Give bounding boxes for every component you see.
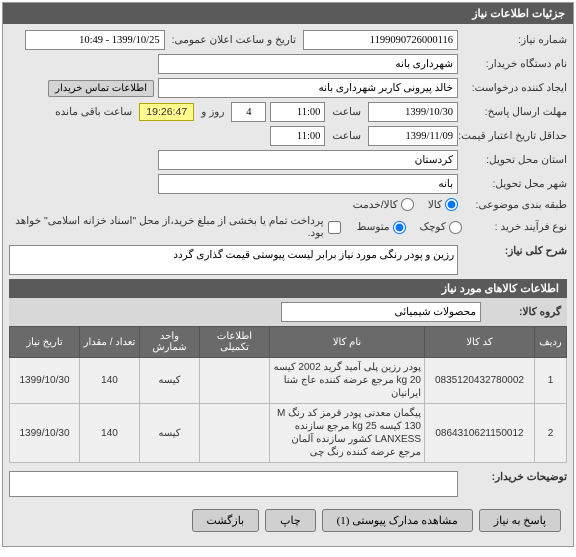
- budget-radio-group: کالا کالا/خدمت: [353, 198, 458, 211]
- saat-label-2: ساعت: [329, 130, 364, 142]
- desc-textarea[interactable]: [9, 245, 458, 275]
- group-label: گروه کالا:: [481, 306, 561, 318]
- cell-idx: 2: [535, 404, 567, 463]
- col-row: ردیف: [535, 327, 567, 358]
- creator-label: ایجاد کننده درخواست:: [462, 82, 567, 94]
- process-radio-group: کوچک متوسط: [357, 221, 462, 234]
- time-remaining: 19:26:47: [139, 103, 194, 121]
- cell-date: 1399/10/30: [10, 404, 80, 463]
- buyer-label: نام دستگاه خریدار:: [462, 58, 567, 70]
- buyer-field: [158, 54, 458, 74]
- footer-buttons: پاسخ به نیاز مشاهده مدارک پیوستی (1) چاپ…: [9, 501, 567, 540]
- cell-unit: کیسه: [140, 404, 200, 463]
- cell-qty: 140: [80, 404, 140, 463]
- budget-service-radio[interactable]: [401, 198, 414, 211]
- print-button[interactable]: چاپ: [265, 509, 316, 532]
- budget-label: طبقه بندی موضوعی:: [462, 199, 567, 211]
- announce-label: تاریخ و ساعت اعلان عمومی:: [169, 34, 299, 46]
- reply-deadline-label: مهلت ارسال پاسخ:: [462, 106, 567, 118]
- province-field: [158, 150, 458, 170]
- treasury-checkbox[interactable]: [328, 221, 341, 234]
- announce-field: [25, 30, 165, 50]
- roz-label: روز و: [198, 106, 227, 118]
- items-section-title: اطلاعات کالاهای مورد نیاز: [9, 279, 567, 298]
- cell-tech: [200, 404, 270, 463]
- col-tech: اطلاعات تکمیلی: [200, 327, 270, 358]
- col-date: تاریخ نیاز: [10, 327, 80, 358]
- process-small-label: کوچک: [420, 221, 446, 233]
- reply-date-field[interactable]: [368, 102, 458, 122]
- saat-baghi-label: ساعت باقی مانده: [52, 106, 135, 118]
- process-medium-radio[interactable]: [393, 221, 406, 234]
- need-no-label: شماره نیاز:: [462, 34, 567, 46]
- table-row: 1 0835120432780002 پودر رزین پلی آمید گر…: [10, 358, 567, 404]
- cell-date: 1399/10/30: [10, 358, 80, 404]
- province-label: استان محل تحویل:: [462, 154, 567, 166]
- cell-name: پیگمان معدنی پودر قرمز کد رنگ M 130 کیسه…: [270, 404, 425, 463]
- attachments-button[interactable]: مشاهده مدارک پیوستی (1): [322, 509, 473, 532]
- process-small-radio[interactable]: [449, 221, 462, 234]
- col-qty: تعداد / مقدار: [80, 327, 140, 358]
- cell-unit: کیسه: [140, 358, 200, 404]
- col-code: کد کالا: [425, 327, 535, 358]
- buyer-notes-textarea[interactable]: [9, 471, 458, 497]
- process-note: پرداخت تمام یا بخشی از مبلغ خرید،از محل …: [9, 215, 324, 239]
- cell-code: 0835120432780002: [425, 358, 535, 404]
- col-name: نام کالا: [270, 327, 425, 358]
- budget-service-label: کالا/خدمت: [353, 199, 398, 211]
- validity-time-field[interactable]: [270, 126, 325, 146]
- need-no-field: [303, 30, 458, 50]
- city-field: [158, 174, 458, 194]
- main-panel: جزئیات اطلاعات نیاز شماره نیاز: تاریخ و …: [2, 2, 574, 547]
- saat-label-1: ساعت: [329, 106, 364, 118]
- contact-button[interactable]: اطلاعات تماس خریدار: [48, 80, 154, 97]
- col-unit: واحد شمارش: [140, 327, 200, 358]
- process-medium-label: متوسط: [357, 221, 390, 233]
- validity-date-field[interactable]: [368, 126, 458, 146]
- panel-title: جزئیات اطلاعات نیاز: [3, 3, 573, 24]
- validity-label: حداقل تاریخ اعتبار قیمت: تا تاریخ:: [462, 130, 567, 142]
- desc-label: شرح کلی نیاز:: [462, 245, 567, 257]
- cell-name: پودر رزین پلی آمید گرید 2002 کیسه kg 20 …: [270, 358, 425, 404]
- budget-kala-label: کالا: [428, 199, 442, 211]
- reply-time-field[interactable]: [270, 102, 325, 122]
- panel-body: شماره نیاز: تاریخ و ساعت اعلان عمومی: نا…: [3, 24, 573, 546]
- group-field: [281, 302, 481, 322]
- cell-code: 0864310621150012: [425, 404, 535, 463]
- cell-tech: [200, 358, 270, 404]
- process-label: نوع فرآیند خرید :: [466, 221, 567, 233]
- creator-field: [158, 78, 458, 98]
- reply-button[interactable]: پاسخ به نیاز: [479, 509, 561, 532]
- cell-idx: 1: [535, 358, 567, 404]
- cell-qty: 140: [80, 358, 140, 404]
- budget-kala-radio[interactable]: [445, 198, 458, 211]
- city-label: شهر محل تحویل:: [462, 178, 567, 190]
- table-row: 2 0864310621150012 پیگمان معدنی پودر قرم…: [10, 404, 567, 463]
- items-table: ردیف کد کالا نام کالا اطلاعات تکمیلی واح…: [9, 326, 567, 463]
- back-button[interactable]: بازگشت: [192, 509, 260, 532]
- days-remaining: [231, 102, 266, 122]
- buyer-notes-label: توضیحات خریدار:: [462, 471, 567, 483]
